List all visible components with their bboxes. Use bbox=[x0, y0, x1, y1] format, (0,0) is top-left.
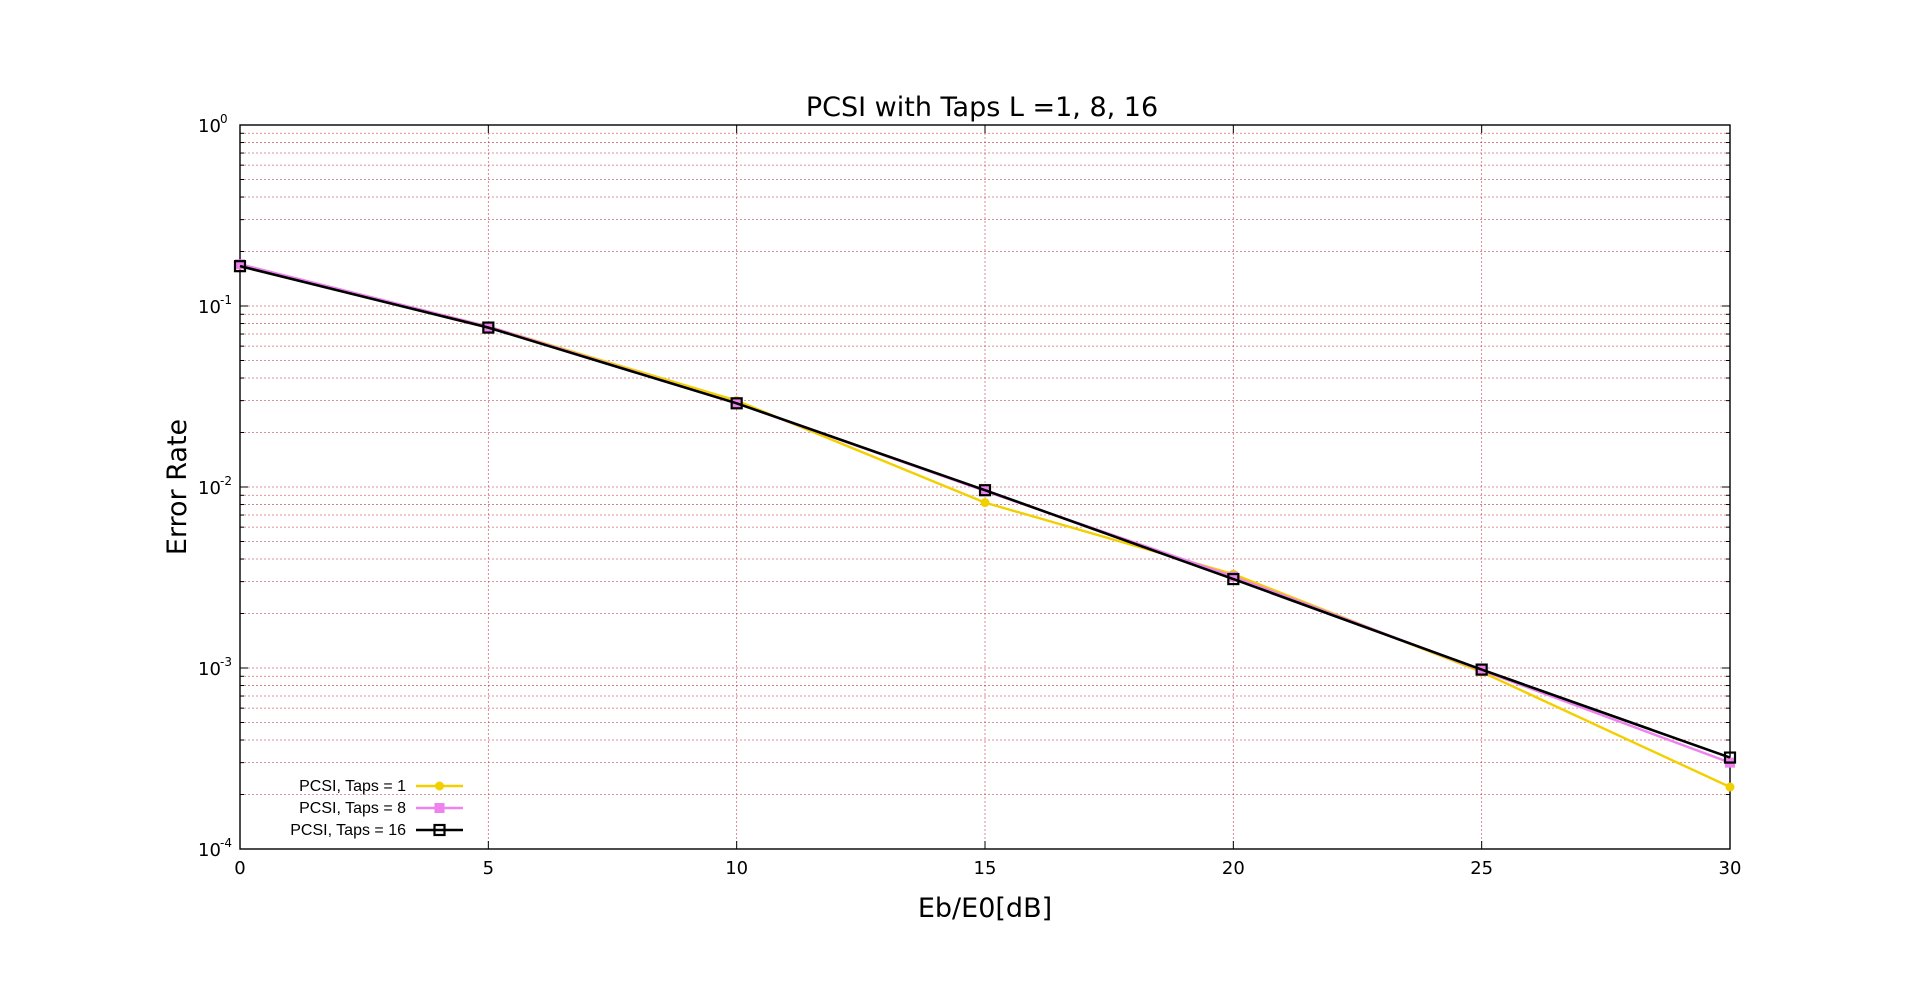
data-point bbox=[1227, 572, 1240, 586]
legend-label: PCSI, Taps = 1 bbox=[299, 778, 406, 795]
y-tick-base: 10 bbox=[198, 116, 221, 137]
x-tick-label: 15 bbox=[974, 858, 997, 879]
series-line bbox=[239, 264, 1731, 759]
legend-label: PCSI, Taps = 8 bbox=[299, 800, 406, 817]
series-3 bbox=[233, 260, 1737, 764]
y-axis-label: Error Rate bbox=[162, 419, 193, 555]
y-tick-label: 10 -2 bbox=[198, 474, 232, 499]
data-point bbox=[1725, 782, 1735, 792]
series bbox=[233, 259, 1737, 792]
y-tick-label: 10 -4 bbox=[198, 836, 232, 861]
legend-entry-2: PCSI, Taps = 8 bbox=[299, 800, 463, 817]
y-tick-base: 10 bbox=[198, 840, 221, 861]
data-point bbox=[980, 498, 990, 508]
data-point bbox=[978, 484, 992, 497]
legend-entry-1: PCSI, Taps = 1 bbox=[299, 778, 463, 795]
x-tick-label: 25 bbox=[1470, 858, 1493, 879]
y-tick-label: 10 -3 bbox=[198, 655, 232, 680]
x-tick-label: 20 bbox=[1222, 858, 1245, 879]
y-tick-exponent: -2 bbox=[220, 474, 232, 488]
y-tick-label: 10 -1 bbox=[198, 293, 232, 318]
data-point bbox=[1723, 751, 1737, 764]
y-tick-exponent: -1 bbox=[220, 293, 232, 307]
data-point bbox=[1475, 663, 1488, 676]
x-axis-label: Eb/E0[dB] bbox=[918, 893, 1052, 924]
y-tick-label: 10 0 bbox=[198, 112, 228, 137]
legend: PCSI, Taps = 1 PCSI, Taps = 8 PCSI, Taps =… bbox=[290, 778, 463, 839]
y-tick-exponent: -4 bbox=[220, 836, 232, 850]
y-tick-base: 10 bbox=[198, 659, 221, 680]
data-point bbox=[482, 321, 495, 334]
legend-swatch-marker bbox=[435, 781, 444, 791]
x-tick-label: 5 bbox=[483, 858, 494, 879]
y-tick-exponent: -3 bbox=[220, 655, 232, 669]
y-tick-base: 10 bbox=[198, 478, 221, 499]
x-tick-label: 10 bbox=[725, 858, 748, 879]
data-point bbox=[730, 397, 743, 410]
legend-swatch-marker bbox=[434, 803, 445, 813]
y-tick-base: 10 bbox=[198, 297, 221, 318]
data-point bbox=[233, 260, 247, 273]
legend-entry-3: PCSI, Taps = 16 bbox=[290, 822, 463, 839]
x-tick-label: 0 bbox=[234, 858, 245, 879]
x-tick-label: 30 bbox=[1719, 858, 1742, 879]
y-tick-exponent: 0 bbox=[220, 112, 228, 126]
chart-title: PCSI with Taps L =1, 8, 16 bbox=[806, 92, 1158, 123]
legend-label: PCSI, Taps = 16 bbox=[290, 822, 406, 839]
legend-swatch-marker bbox=[433, 823, 446, 837]
